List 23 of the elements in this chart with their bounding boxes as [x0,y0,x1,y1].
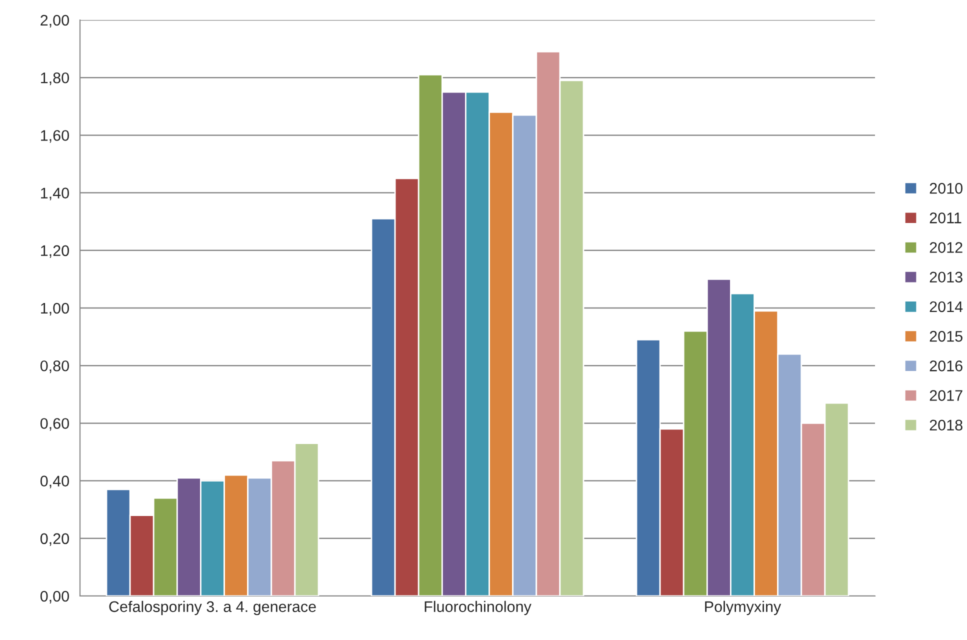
x-tick-label: Cefalosporiny 3. a 4. generace [109,600,316,616]
legend-label: 2014 [930,301,963,312]
y-tick-label: 0,20 [40,533,69,546]
legend-label: 2012 [930,242,962,253]
legend-label: 2011 [930,212,962,224]
y-tick-label: 1,40 [41,188,69,200]
y-tick-label: 1,80 [41,72,69,86]
legend-label: 2013 [930,272,962,283]
y-tick-label: 0,60 [40,418,69,431]
legend-label: 2016 [930,360,962,372]
y-tick-label: 1,20 [41,245,69,258]
y-tick-label: 0,40 [40,476,69,488]
y-tick-label: 1,60 [41,130,69,143]
x-tick-label: Polymyxiny [705,600,782,616]
y-tick-label: 0,80 [40,360,69,374]
x-tick-label: Fluorochinolony [424,600,532,616]
y-tick-label: 1,00 [41,302,69,316]
legend-label: 2017 [930,390,962,401]
y-tick-label: 2,00 [40,14,69,28]
legend-label: 2010 [930,182,962,194]
legend-label: 2018 [930,420,962,431]
legend-label: 2015 [930,330,962,342]
y-tick-label: 0,00 [40,590,69,604]
